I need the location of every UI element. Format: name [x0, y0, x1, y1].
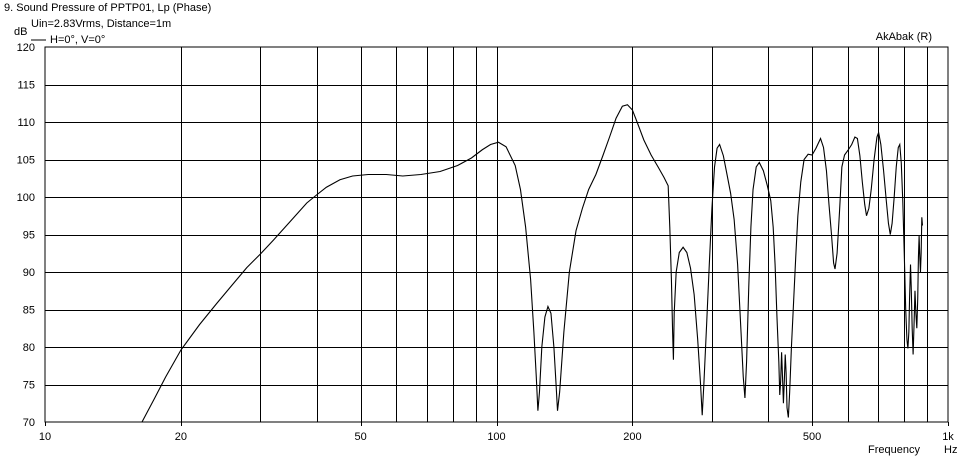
- x-tick-label: 200: [623, 431, 641, 443]
- grid: [45, 47, 948, 422]
- y-tick-label: 90: [23, 267, 35, 279]
- x-tick-label: 500: [803, 431, 821, 443]
- legend: H=0°, V=0°: [31, 34, 105, 46]
- plot-frame: [44, 46, 949, 423]
- x-tick-label: 10: [39, 431, 51, 443]
- y-tick-labels: 70 75 80 85 90 95 100 105 110 115 120: [17, 42, 35, 429]
- x-axis-label: Frequency: [868, 444, 920, 456]
- y-tick-label: 105: [17, 155, 35, 167]
- legend-label: H=0°, V=0°: [50, 34, 105, 46]
- y-tick-label: 100: [17, 192, 35, 204]
- y-tick-label: 110: [17, 117, 35, 129]
- y-axis-label: dB: [14, 26, 27, 38]
- brand-label: AkAbak (R): [876, 31, 932, 43]
- x-tick-label: 100: [487, 431, 505, 443]
- x-tick-label: 50: [354, 431, 366, 443]
- y-tick-label: 95: [23, 230, 35, 242]
- y-tick-label: 75: [23, 380, 35, 392]
- y-tick-label: 115: [17, 80, 35, 92]
- y-tick-label: 85: [23, 305, 35, 317]
- chart-title: 9. Sound Pressure of PPTP01, Lp (Phase): [4, 2, 211, 14]
- y-tick-label: 80: [23, 342, 35, 354]
- y-tick-label: 120: [17, 42, 35, 54]
- series-line: [141, 104, 924, 423]
- y-tick-label: 70: [23, 417, 35, 429]
- x-tick-label: 1k: [942, 431, 954, 443]
- series-group: [141, 104, 924, 423]
- x-tick-labels: 10 20 50 100 200 500 1k: [39, 422, 954, 443]
- x-axis-unit: Hz: [944, 444, 957, 456]
- chart-subtitle: Uin=2.83Vrms, Distance=1m: [31, 18, 171, 30]
- x-tick-label: 20: [175, 431, 187, 443]
